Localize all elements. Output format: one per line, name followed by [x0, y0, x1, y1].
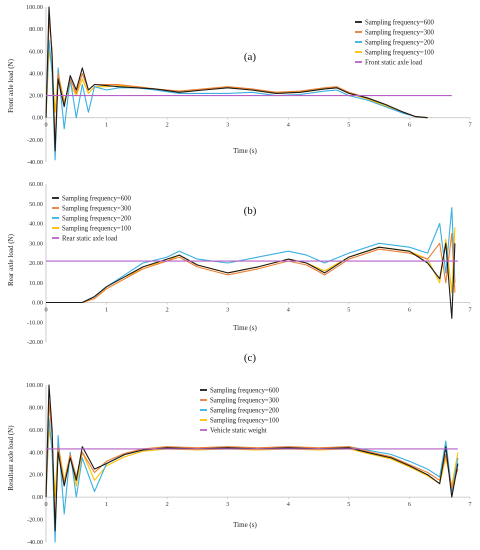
y-tick-label: 100.00	[26, 4, 43, 11]
x-tick-label: 7	[468, 307, 471, 314]
panel-b-ylabel: Rear axle load (N)	[7, 233, 15, 286]
y-tick-label: 20.00	[29, 260, 43, 267]
legend-entry: Sampling frequency=200	[210, 407, 280, 414]
x-tick-label: 0	[44, 122, 47, 129]
y-tick-label: 20.00	[29, 93, 43, 100]
x-tick-label: 3	[226, 307, 229, 314]
y-tick-label: 20.00	[29, 472, 43, 479]
panel-a-front-axle-load: Front axle load (N) Time (s) (a) -40.00 -…	[7, 4, 472, 166]
x-tick-label: 5	[347, 501, 350, 508]
x-tick-label: 7	[468, 501, 471, 508]
series-line-f300	[45, 17, 428, 146]
y-tick-label: 80.00	[29, 404, 43, 411]
x-tick-label: 6	[408, 307, 411, 314]
y-tick-label: -20.00	[27, 517, 43, 524]
legend-entry: Sampling frequency=100	[62, 225, 132, 232]
x-tick-label: 1	[105, 307, 108, 314]
y-tick-label: 10.00	[29, 280, 43, 287]
panel-c-ylabel: Resultant axle load (N)	[7, 425, 15, 491]
x-tick-label: 0	[44, 307, 47, 314]
x-tick-label: 0	[44, 501, 47, 508]
series-line-f300	[46, 232, 456, 304]
panel-c-label: (c)	[244, 352, 257, 364]
panel-b-rear-axle-load: Rear axle load (N) Time (s) (b) -20.00 -1…	[7, 181, 472, 346]
legend-entry: Front static axle load	[365, 59, 423, 66]
x-tick-label: 7	[468, 122, 471, 129]
x-tick-label: 6	[408, 501, 411, 508]
legend-entry: Rear static axle load	[62, 235, 118, 242]
y-tick-label: 50.00	[29, 201, 43, 208]
x-tick-label: 3	[226, 122, 229, 129]
panel-c-xlabel: Time (s)	[233, 521, 257, 529]
x-tick-label: 2	[166, 122, 169, 129]
legend-entry: Sampling frequency=100	[365, 49, 435, 56]
legend-entry: Vehicle static weight	[210, 427, 267, 434]
legend-entry: Sampling frequency=100	[210, 417, 280, 424]
y-tick-label: 60.00	[29, 427, 43, 434]
series-line-f600	[45, 384, 459, 532]
x-tick-label: 2	[166, 307, 169, 314]
x-tick-label: 3	[226, 501, 229, 508]
x-tick-label: 1	[105, 501, 108, 508]
legend-entry: Sampling frequency=600	[62, 195, 132, 202]
y-tick-label: 60.00	[29, 181, 43, 188]
y-tick-label: -40.00	[27, 159, 43, 166]
x-tick-label: 5	[347, 122, 350, 129]
panel-a-label: (a)	[244, 51, 257, 63]
y-tick-label: 0.00	[32, 115, 43, 122]
legend-entry: Sampling frequency=600	[365, 19, 435, 26]
y-tick-label: 40.00	[29, 221, 43, 228]
y-tick-label: 0.00	[32, 494, 43, 501]
y-tick-label: -20.00	[27, 137, 43, 144]
y-tick-label: 80.00	[29, 26, 43, 33]
x-tick-label: 4	[287, 307, 290, 314]
y-tick-label: 30.00	[29, 240, 43, 247]
legend-entry: Sampling frequency=200	[62, 215, 132, 222]
y-tick-label: -40.00	[27, 539, 43, 546]
y-tick-label: 60.00	[29, 48, 43, 55]
legend-entry: Sampling frequency=200	[365, 39, 435, 46]
legend-entry: Sampling frequency=300	[210, 397, 280, 404]
panel-a-ylabel: Front axle load (N)	[7, 58, 15, 113]
legend-entry: Sampling frequency=300	[365, 29, 435, 36]
x-tick-label: 6	[408, 122, 411, 129]
y-tick-label: 40.00	[29, 449, 43, 456]
x-tick-label: 4	[287, 501, 290, 508]
x-tick-label: 1	[105, 122, 108, 129]
series-line-f300	[45, 401, 459, 526]
y-tick-label: -20.00	[27, 339, 43, 346]
x-tick-label: 5	[347, 307, 350, 314]
legend-entry: Sampling frequency=300	[62, 205, 132, 212]
x-tick-label: 4	[287, 122, 290, 129]
x-tick-label: 2	[166, 501, 169, 508]
panel-c-resultant-axle-load: Resultant axle load (N) Time (s) (c) -40…	[7, 352, 472, 546]
y-tick-label: 100.00	[26, 382, 43, 389]
y-tick-label: -10.00	[27, 319, 43, 326]
panel-b-xlabel: Time (s)	[233, 324, 257, 332]
series-line-f200	[46, 207, 456, 304]
y-tick-label: 40.00	[29, 70, 43, 77]
series-line-f600	[46, 242, 456, 319]
y-tick-label: 0.00	[32, 300, 43, 307]
panel-b-label: (b)	[244, 205, 257, 217]
panel-a-xlabel: Time (s)	[233, 147, 257, 155]
series-line-f200	[45, 39, 428, 161]
series-line-f600	[45, 6, 428, 152]
legend-entry: Sampling frequency=600	[210, 387, 280, 394]
